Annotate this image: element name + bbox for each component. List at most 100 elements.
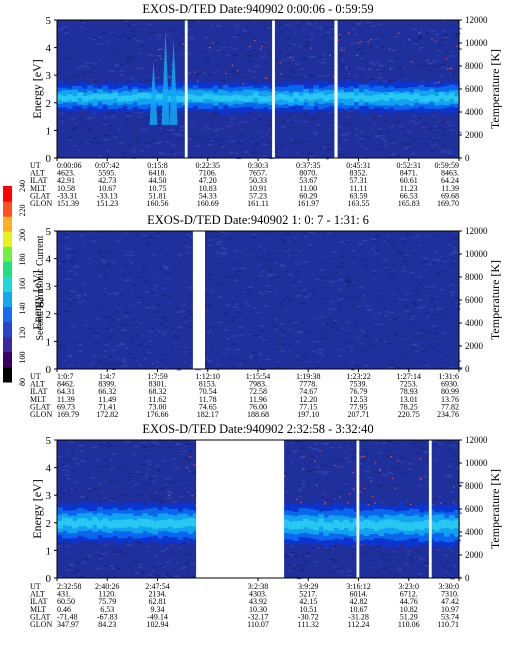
noise-cell	[344, 283, 348, 286]
band-cell	[303, 93, 309, 99]
table-cell: 8301.	[149, 380, 167, 389]
y2-tick-label: 4000	[465, 107, 484, 117]
noise-cell	[410, 560, 414, 563]
band-cell	[187, 94, 194, 100]
spike	[149, 61, 158, 125]
table-cell: 6930.	[441, 380, 459, 389]
noise-cell	[162, 265, 167, 267]
noise-cell	[367, 308, 373, 311]
noise-cell	[240, 134, 244, 137]
noise-cell	[445, 308, 450, 310]
noise-cell	[374, 253, 378, 255]
noise-cell	[331, 26, 335, 28]
noise-cell	[122, 360, 127, 363]
noise-cell	[395, 251, 401, 253]
noise-cell	[361, 290, 365, 293]
table-cell: 42.82	[350, 597, 368, 606]
noise-cell	[263, 22, 267, 24]
noise-cell	[326, 263, 333, 265]
row-label: ALT	[30, 380, 45, 389]
noise-cell	[403, 563, 409, 566]
noise-cell	[247, 292, 253, 295]
noise-cell	[58, 28, 65, 30]
noise-cell	[148, 32, 153, 34]
noise-cell	[313, 319, 317, 321]
y2-tick-label: 8000	[465, 272, 484, 282]
noise-cell	[130, 293, 133, 295]
table-cell: 2:47:54	[145, 582, 169, 591]
noise-cell	[308, 293, 313, 296]
noise-cell	[392, 450, 396, 453]
noise-cell	[109, 324, 112, 326]
noise-cell	[205, 139, 209, 141]
noise-cell	[126, 125, 131, 127]
hot-point	[452, 486, 455, 488]
noise-cell	[216, 363, 222, 366]
noise-cell	[387, 273, 392, 275]
noise-cell	[70, 565, 75, 567]
noise-cell	[308, 504, 311, 506]
noise-cell	[417, 445, 421, 448]
noise-cell	[292, 321, 298, 324]
noise-cell	[232, 320, 235, 322]
noise-cell	[223, 314, 230, 317]
noise-cell	[221, 314, 224, 316]
noise-cell	[103, 123, 108, 126]
band-cell	[177, 520, 184, 528]
noise-cell	[129, 77, 135, 80]
noise-cell	[223, 329, 229, 331]
plot-area	[57, 440, 464, 580]
noise-cell	[75, 125, 82, 127]
noise-cell	[151, 307, 155, 309]
hot-point	[374, 462, 377, 464]
noise-cell	[67, 136, 73, 138]
noise-cell	[294, 63, 301, 65]
table-cell: 62.81	[149, 597, 167, 606]
noise-cell	[119, 268, 122, 271]
noise-cell	[374, 38, 379, 40]
noise-cell	[267, 232, 271, 234]
noise-cell	[186, 543, 192, 545]
noise-cell	[152, 570, 156, 572]
noise-cell	[262, 77, 267, 79]
noise-cell	[203, 125, 210, 128]
noise-cell	[75, 297, 80, 299]
band-cell	[77, 91, 83, 105]
noise-cell	[204, 235, 209, 238]
band-cell	[222, 95, 229, 102]
noise-cell	[418, 31, 425, 33]
noise-cell	[357, 462, 363, 465]
noise-cell	[434, 251, 439, 254]
noise-cell	[142, 41, 145, 43]
noise-cell	[184, 456, 188, 459]
noise-cell	[92, 240, 96, 242]
noise-cell	[61, 260, 66, 263]
noise-cell	[412, 276, 415, 278]
noise-cell	[109, 468, 114, 470]
table-cell: 11.96	[249, 395, 267, 404]
noise-cell	[382, 287, 385, 289]
noise-cell	[82, 65, 88, 67]
panel-1: EXOS-D/TED Date:940902 0:00:06 - 0:59:59…	[30, 2, 502, 208]
noise-cell	[306, 331, 312, 333]
noise-cell	[88, 130, 94, 132]
noise-cell	[305, 41, 309, 43]
noise-cell	[252, 71, 256, 73]
band-cell	[57, 94, 63, 100]
noise-cell	[312, 131, 317, 134]
table-cell: 11.62	[149, 395, 167, 404]
noise-cell	[388, 80, 392, 82]
noise-cell	[230, 46, 233, 49]
noise-cell	[123, 553, 129, 556]
noise-cell	[152, 289, 156, 291]
noise-cell	[399, 333, 402, 336]
noise-cell	[440, 74, 444, 77]
noise-cell	[141, 441, 147, 444]
y2-tick-label: 10000	[465, 38, 488, 48]
noise-cell	[64, 233, 68, 235]
band-cell	[82, 518, 88, 527]
noise-cell	[320, 496, 325, 499]
noise-cell	[73, 290, 76, 293]
noise-cell	[162, 333, 165, 336]
noise-cell	[359, 131, 363, 133]
